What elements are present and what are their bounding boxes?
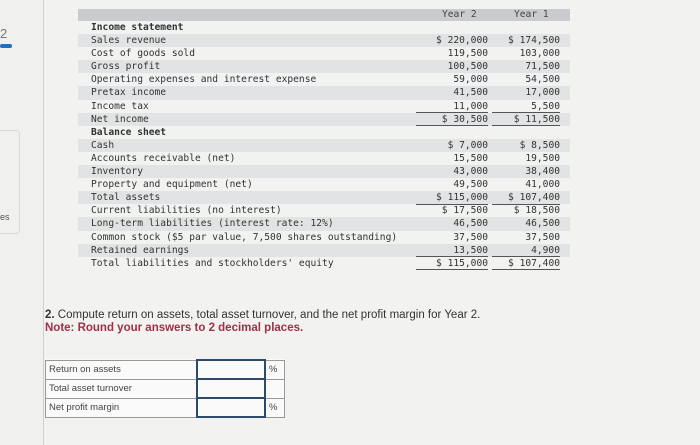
year-2-value: 100,500 [447,61,488,73]
year-1-value: 5,500 [492,100,560,114]
financial-statements-table: Year 2 Year 1 Income statement Sales reve… [78,9,570,271]
answer-row-npm: Net profit margin% [45,397,285,418]
table-row: Total liabilities and stockholders' equi… [78,257,570,271]
year-1-value: 103,000 [492,47,560,61]
row-label: Long-term liabilities (interest rate: 12… [91,218,334,230]
table-row: Property and equipment (net) 49,500 41,000 [78,178,570,192]
header-year-1: Year 1 [514,9,549,20]
row-label: Operating expenses and interest expense [91,74,317,86]
year-1-value: $ 107,400 [492,191,560,205]
year-2-value: $ 220,000 [436,35,488,47]
year-2-value: 43,000 [453,166,488,178]
table-row: Common stock ($5 par value, 7,500 shares… [78,231,570,244]
row-label: Accounts receivable (net) [91,152,236,164]
row-label: Balance sheet [91,126,167,138]
row-label: Cash [91,139,115,151]
year-1-value: 38,400 [525,166,560,178]
answer-label: Net profit margin [45,397,198,418]
row-label: Inventory [91,166,143,178]
sidebar-label[interactable]: es [0,212,10,222]
return-on-assets-input[interactable] [198,361,268,378]
table-row: Operating expenses and interest expense 5… [78,73,570,87]
year-1-value: $ 8,500 [519,139,560,151]
row-label: Net income [91,113,149,125]
row-label: Cost of goods sold [91,48,195,60]
table-row: Income tax 11,000 5,500 [78,100,570,114]
header-year-2: Year 2 [442,9,477,20]
table-row: Balance sheet [78,126,570,139]
year-2-value: $ 115,000 [416,257,488,271]
year-1-value: 19,500 [525,152,560,164]
row-label: Sales revenue [91,35,167,47]
row-label: Total assets [91,192,161,204]
year-2-value: $ 17,500 [441,205,488,217]
sidebar-panel [0,130,20,234]
answer-label: Total asset turnover [45,378,198,399]
row-label: Pretax income [91,87,167,99]
table-row: Retained earnings 13,500 4,900 [78,243,570,258]
table-row: Sales revenue $ 220,000 $ 174,500 [78,34,570,48]
year-2-value: 119,500 [416,47,488,61]
table-row: Inventory 43,000 38,400 [78,165,570,179]
year-2-value: 11,000 [416,100,488,114]
table-row: Total assets $ 115,000 $ 107,400 [78,191,570,205]
answer-row-roa: Return on assets% [45,359,285,380]
year-1-value: 71,500 [525,61,560,73]
question-number[interactable]: 2 [0,26,8,41]
net-profit-margin-input[interactable] [198,399,268,416]
year-2-value: 41,500 [453,87,488,99]
answer-table: Return on assets% Total asset turnover N… [45,359,285,418]
year-2-value: 46,500 [453,218,488,230]
year-1-value: 46,500 [525,218,560,230]
progress-bar [0,44,12,48]
year-2-value: 49,500 [416,178,488,192]
year-2-value: 15,500 [453,152,488,164]
year-1-value: 37,500 [525,231,560,243]
year-1-value: $ 11,500 [492,113,560,127]
question-text: 2. Compute return on assets, total asset… [45,309,480,321]
year-1-value: $ 174,500 [508,35,560,47]
year-2-value: $ 7,000 [447,139,488,151]
table-row: Current liabilities (no interest) $ 17,50… [78,204,570,217]
year-1-value: 17,000 [525,87,560,99]
year-1-value: $ 107,400 [492,257,560,271]
row-label: Common stock ($5 par value, 7,500 shares… [91,231,398,243]
row-label: Property and equipment (net) [91,179,253,191]
sidebar: 2 es [0,0,44,445]
row-label: Income tax [91,100,149,112]
question-body: Compute return on assets, total asset tu… [57,309,481,321]
table-row: Long-term liabilities (interest rate: 12… [78,217,570,231]
year-1-value: 4,900 [492,244,560,258]
table-header: Year 2 Year 1 [78,9,570,21]
year-2-value: 59,000 [416,73,488,87]
rounding-note: Note: Round your answers to 2 decimal pl… [45,322,304,334]
table-row: Accounts receivable (net) 15,500 19,500 [78,152,570,165]
year-1-value: $ 18,500 [513,205,560,217]
table-row: Income statement [78,21,570,34]
row-label: Total liabilities and stockholders' equi… [91,257,334,269]
year-2-value: 13,500 [416,244,488,258]
row-label: Current liabilities (no interest) [91,205,282,217]
row-label: Gross profit [91,61,161,73]
table-row: Net income $ 30,500 $ 11,500 [78,112,570,127]
table-row: Cash $ 7,000 $ 8,500 [78,138,570,152]
answer-label: Return on assets [45,359,198,380]
row-label: Retained earnings [91,244,190,256]
table-row: Pretax income 41,500 17,000 [78,86,570,100]
year-2-value: 37,500 [453,231,488,243]
year-1-value: 54,500 [492,73,560,87]
year-2-value: $ 115,000 [416,191,488,205]
question-number-label: 2. [45,309,55,321]
table-row: Gross profit 100,500 71,500 [78,60,570,74]
row-label: Income statement [91,22,184,33]
answer-row-turnover: Total asset turnover [45,378,285,399]
table-row: Cost of goods sold 119,500 103,000 [78,47,570,61]
year-1-value: 41,000 [492,178,560,192]
year-2-value: $ 30,500 [416,113,488,127]
total-asset-turnover-input[interactable] [198,380,268,397]
